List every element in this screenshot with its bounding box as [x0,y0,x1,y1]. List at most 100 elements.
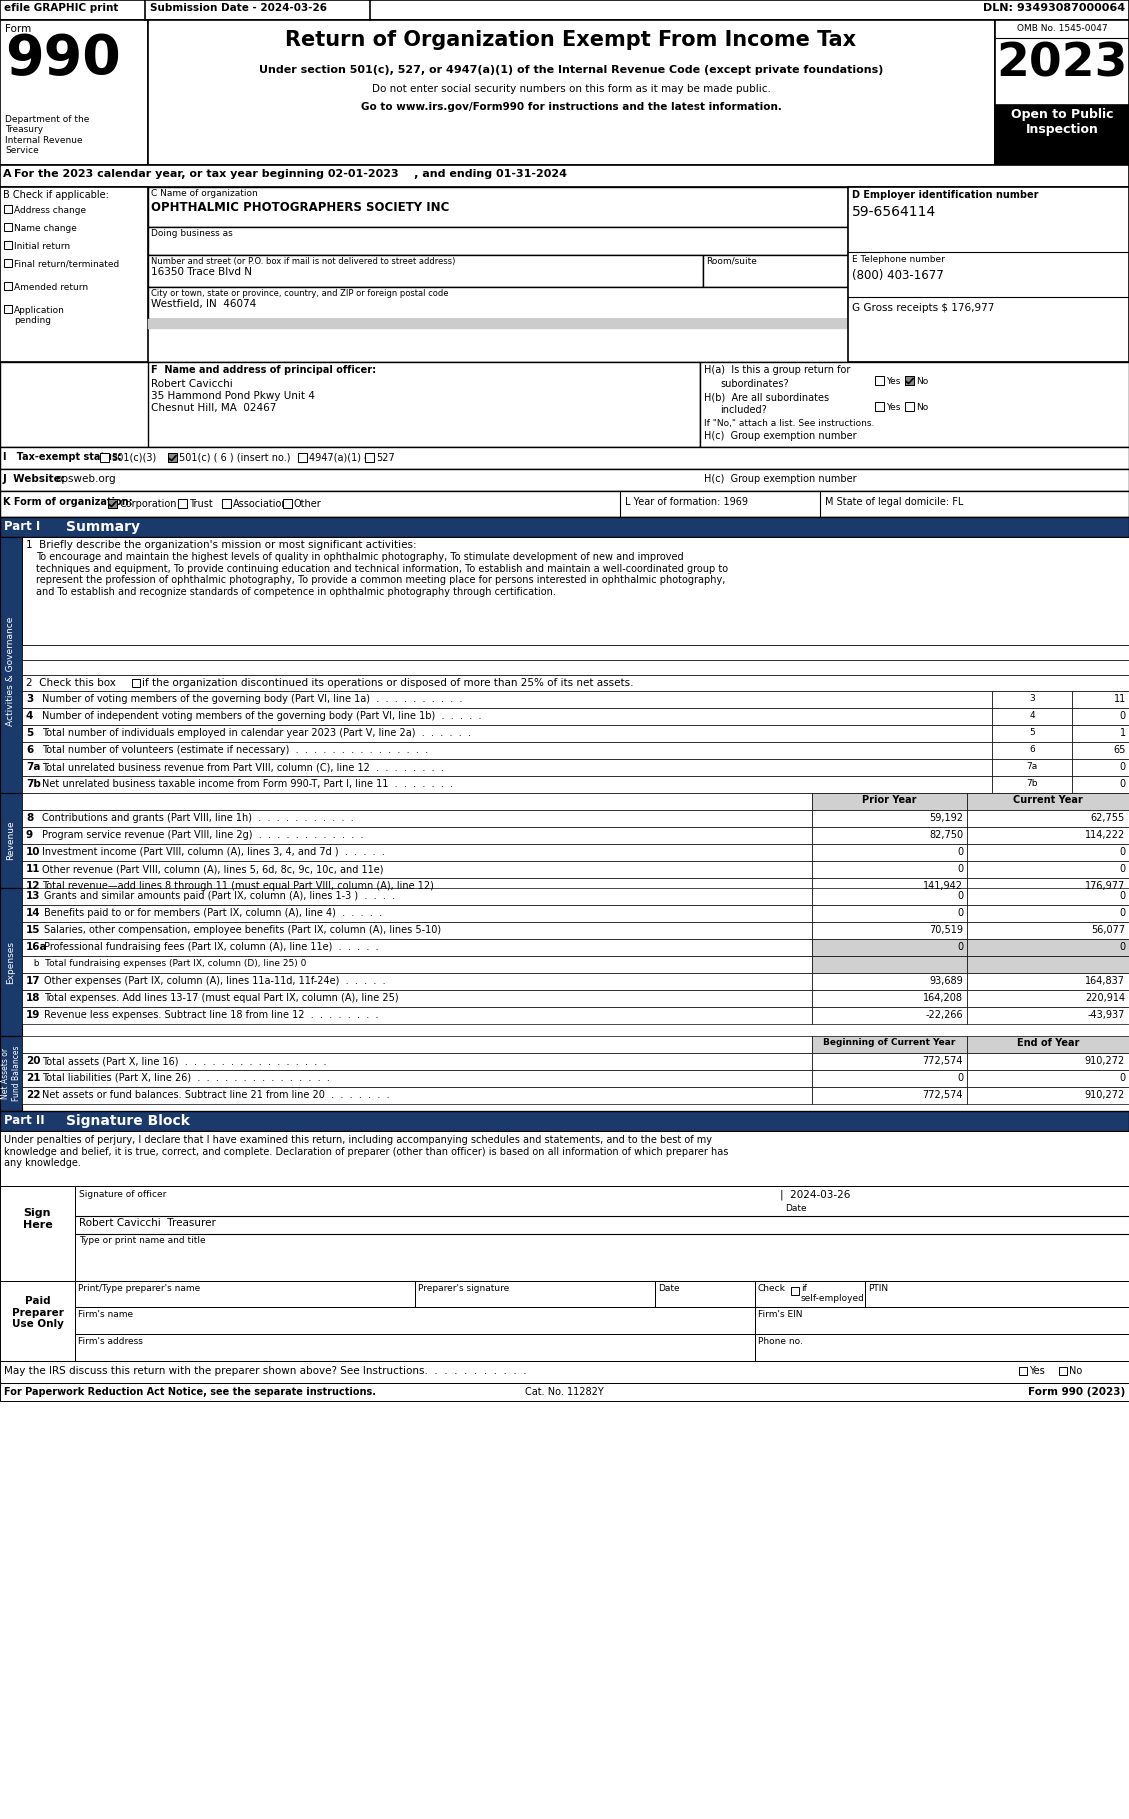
Text: H(c)  Group exemption number: H(c) Group exemption number [704,431,857,440]
Text: Benefits paid to or for members (Part IX, column (A), line 4)  .  .  .  .  .: Benefits paid to or for members (Part IX… [44,908,382,919]
Bar [168,453,177,462]
Text: 19: 19 [26,1010,41,1020]
Bar [968,879,1129,895]
Bar [21,879,812,895]
Text: 15: 15 [26,926,41,935]
Bar [968,844,1129,860]
Text: 0: 0 [1120,711,1126,720]
Bar [755,1308,1129,1333]
Text: Firm's EIN: Firm's EIN [758,1310,803,1319]
Text: Other revenue (Part VIII, column (A), lines 5, 6d, 8c, 9c, 10c, and 11e): Other revenue (Part VIII, column (A), li… [42,864,384,873]
Bar [75,1186,1129,1281]
Bar [21,809,812,828]
Text: 164,837: 164,837 [1085,977,1124,986]
Text: 13: 13 [26,891,41,900]
Text: Phone no.: Phone no. [758,1337,803,1346]
Bar [108,498,117,508]
Text: 0: 0 [1119,864,1124,873]
Text: Number of independent voting members of the governing body (Part VI, line 1b)  .: Number of independent voting members of … [42,711,481,720]
Text: Chesnut Hill, MA  02467: Chesnut Hill, MA 02467 [151,404,277,413]
Bar [0,362,1129,447]
Text: 7b: 7b [26,779,41,789]
Text: 82,750: 82,750 [929,829,963,840]
Text: 12: 12 [26,880,41,891]
Bar [75,1281,415,1308]
Text: Under section 501(c), 527, or 4947(a)(1) of the Internal Revenue Code (except pr: Under section 501(c), 527, or 4947(a)(1)… [259,65,883,75]
Text: 0: 0 [957,864,963,873]
Bar [21,759,992,777]
Text: Cat. No. 11282Y: Cat. No. 11282Y [525,1388,603,1397]
Bar [21,939,812,957]
Text: 0: 0 [1119,942,1124,951]
Bar [968,1053,1129,1070]
Bar [5,282,12,289]
Text: May the IRS discuss this return with the preparer shown above? See Instructions.: May the IRS discuss this return with the… [5,1366,526,1375]
Text: D Employer identification number: D Employer identification number [852,189,1039,200]
Text: Signature of officer: Signature of officer [79,1190,166,1199]
Text: Firm's address: Firm's address [78,1337,143,1346]
Bar [21,793,812,809]
Bar [992,777,1073,793]
Text: Robert Cavicchi: Robert Cavicchi [151,378,233,389]
Bar [0,469,1129,491]
Text: Total expenses. Add lines 13-17 (must equal Part IX, column (A), line 25): Total expenses. Add lines 13-17 (must eq… [44,993,399,1002]
Bar [875,402,884,411]
Bar [812,973,968,990]
Text: 14: 14 [26,908,41,919]
Text: Other: Other [294,498,322,509]
Text: 772,574: 772,574 [922,1090,963,1100]
Text: Salaries, other compensation, employee benefits (Part IX, column (A), lines 5-10: Salaries, other compensation, employee b… [44,926,441,935]
Bar [21,1070,812,1088]
Bar [995,106,1129,166]
Bar [5,240,12,249]
Bar [812,957,968,973]
Text: Do not enter social security numbers on this form as it may be made public.: Do not enter social security numbers on … [371,84,770,95]
Text: 1: 1 [1120,728,1126,739]
Text: C Name of organization: C Name of organization [151,189,257,198]
Bar [700,362,1129,447]
Text: 10: 10 [26,848,41,857]
Text: -43,937: -43,937 [1087,1010,1124,1020]
Bar [21,726,992,742]
Text: Number and street (or P.O. box if mail is not delivered to street address): Number and street (or P.O. box if mail i… [151,256,455,266]
Bar [812,906,968,922]
Bar [968,793,1129,809]
Text: Summary: Summary [65,520,140,535]
Bar [148,187,848,227]
Text: Return of Organization Exempt From Income Tax: Return of Organization Exempt From Incom… [286,29,857,49]
Text: Revenue less expenses. Subtract line 18 from line 12  .  .  .  .  .  .  .  .: Revenue less expenses. Subtract line 18 … [44,1010,378,1020]
Text: Part I: Part I [5,520,41,533]
Text: Professional fundraising fees (Part IX, column (A), line 11e)  .  .  .  .  .: Professional fundraising fees (Part IX, … [44,942,378,951]
Text: 5: 5 [1030,728,1035,737]
Text: 62,755: 62,755 [1091,813,1124,822]
Bar [1073,777,1129,793]
Text: if
self-employed: if self-employed [800,1284,865,1304]
Text: PTIN: PTIN [868,1284,889,1293]
Text: opsweb.org: opsweb.org [55,475,115,484]
Bar [968,1008,1129,1024]
Bar [703,255,848,287]
Bar [148,287,848,318]
Bar [992,726,1073,742]
Text: Revenue: Revenue [7,820,16,860]
Bar [812,939,968,957]
Text: 70,519: 70,519 [929,926,963,935]
Bar [178,498,187,508]
Bar [0,491,1129,517]
Bar [21,1037,812,1053]
Text: Expenses: Expenses [7,940,16,984]
Bar [222,498,231,508]
Text: if the organization discontinued its operations or disposed of more than 25% of : if the organization discontinued its ope… [142,678,633,688]
Text: For Paperwork Reduction Act Notice, see the separate instructions.: For Paperwork Reduction Act Notice, see … [5,1388,376,1397]
Text: 22: 22 [26,1090,41,1100]
Bar [21,888,812,906]
Bar [968,922,1129,939]
Bar [21,660,1129,675]
Text: 0: 0 [1119,848,1124,857]
Bar [1073,726,1129,742]
Bar [108,498,117,508]
Text: Submission Date - 2024-03-26: Submission Date - 2024-03-26 [150,4,327,13]
Text: No: No [1069,1366,1083,1375]
Bar [21,906,812,922]
Text: 93,689: 93,689 [929,977,963,986]
